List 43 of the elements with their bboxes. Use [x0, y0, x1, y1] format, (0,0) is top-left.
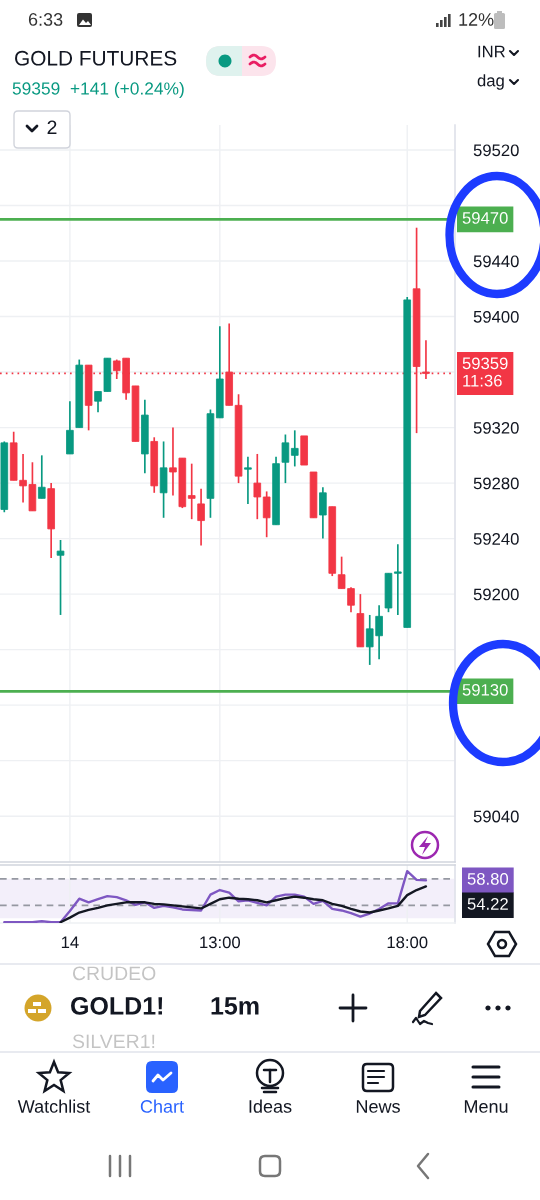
text: INR — [478, 45, 505, 58]
text: Chart — [140, 1099, 184, 1113]
text: 54.22 — [467, 898, 508, 910]
y-tick-label: 59040 — [473, 810, 519, 823]
candlestick — [56, 539, 65, 616]
candlestick — [244, 455, 252, 505]
y-tick-label: 59320 — [473, 421, 519, 434]
y-tick-label: 59240 — [473, 533, 519, 545]
text: Ideas — [249, 1099, 292, 1113]
text: Menu — [464, 1100, 508, 1113]
y-tick-label: 59280 — [473, 477, 519, 490]
chart-title: GOLD FUTURES — [15, 50, 177, 66]
ref-line-label: 59359 11:36 — [462, 357, 508, 387]
text: SILVER1! — [72, 1034, 155, 1049]
text: GOLD1! — [71, 997, 163, 1015]
x-tick-label: 13:00 — [200, 936, 241, 949]
text: 6:33 — [28, 13, 63, 26]
text: Watchlist — [17, 1099, 91, 1113]
candlestick — [66, 400, 74, 455]
text: 15m — [211, 997, 259, 1015]
candlestick — [281, 433, 290, 484]
ref-line-label: 59470 — [462, 212, 508, 224]
candlestick — [197, 487, 205, 547]
ref-line-label: 59130 — [462, 683, 508, 696]
text: 58.80 — [467, 873, 509, 885]
chart-subtitle: 59359 +141 (+0.24%) — [12, 81, 184, 99]
y-tick-label: 59440 — [473, 255, 519, 268]
y-tick-label: 59520 — [473, 144, 519, 157]
text: 12% — [459, 13, 494, 26]
y-tick-label: 59200 — [473, 588, 519, 601]
candlestick — [290, 429, 299, 468]
candlestick — [262, 490, 271, 539]
x-tick-label: 14 — [61, 936, 79, 949]
candlestick — [187, 462, 196, 521]
y-tick-label: 59400 — [473, 310, 519, 323]
x-tick-label: 18:00 — [387, 936, 428, 949]
candlestick — [38, 454, 46, 500]
text: dag — [477, 74, 504, 90]
candlestick — [253, 453, 262, 521]
text: News — [356, 1100, 400, 1113]
text: CRUDEO — [72, 966, 156, 981]
annotation: 2 — [47, 120, 57, 135]
candlestick — [319, 486, 327, 540]
